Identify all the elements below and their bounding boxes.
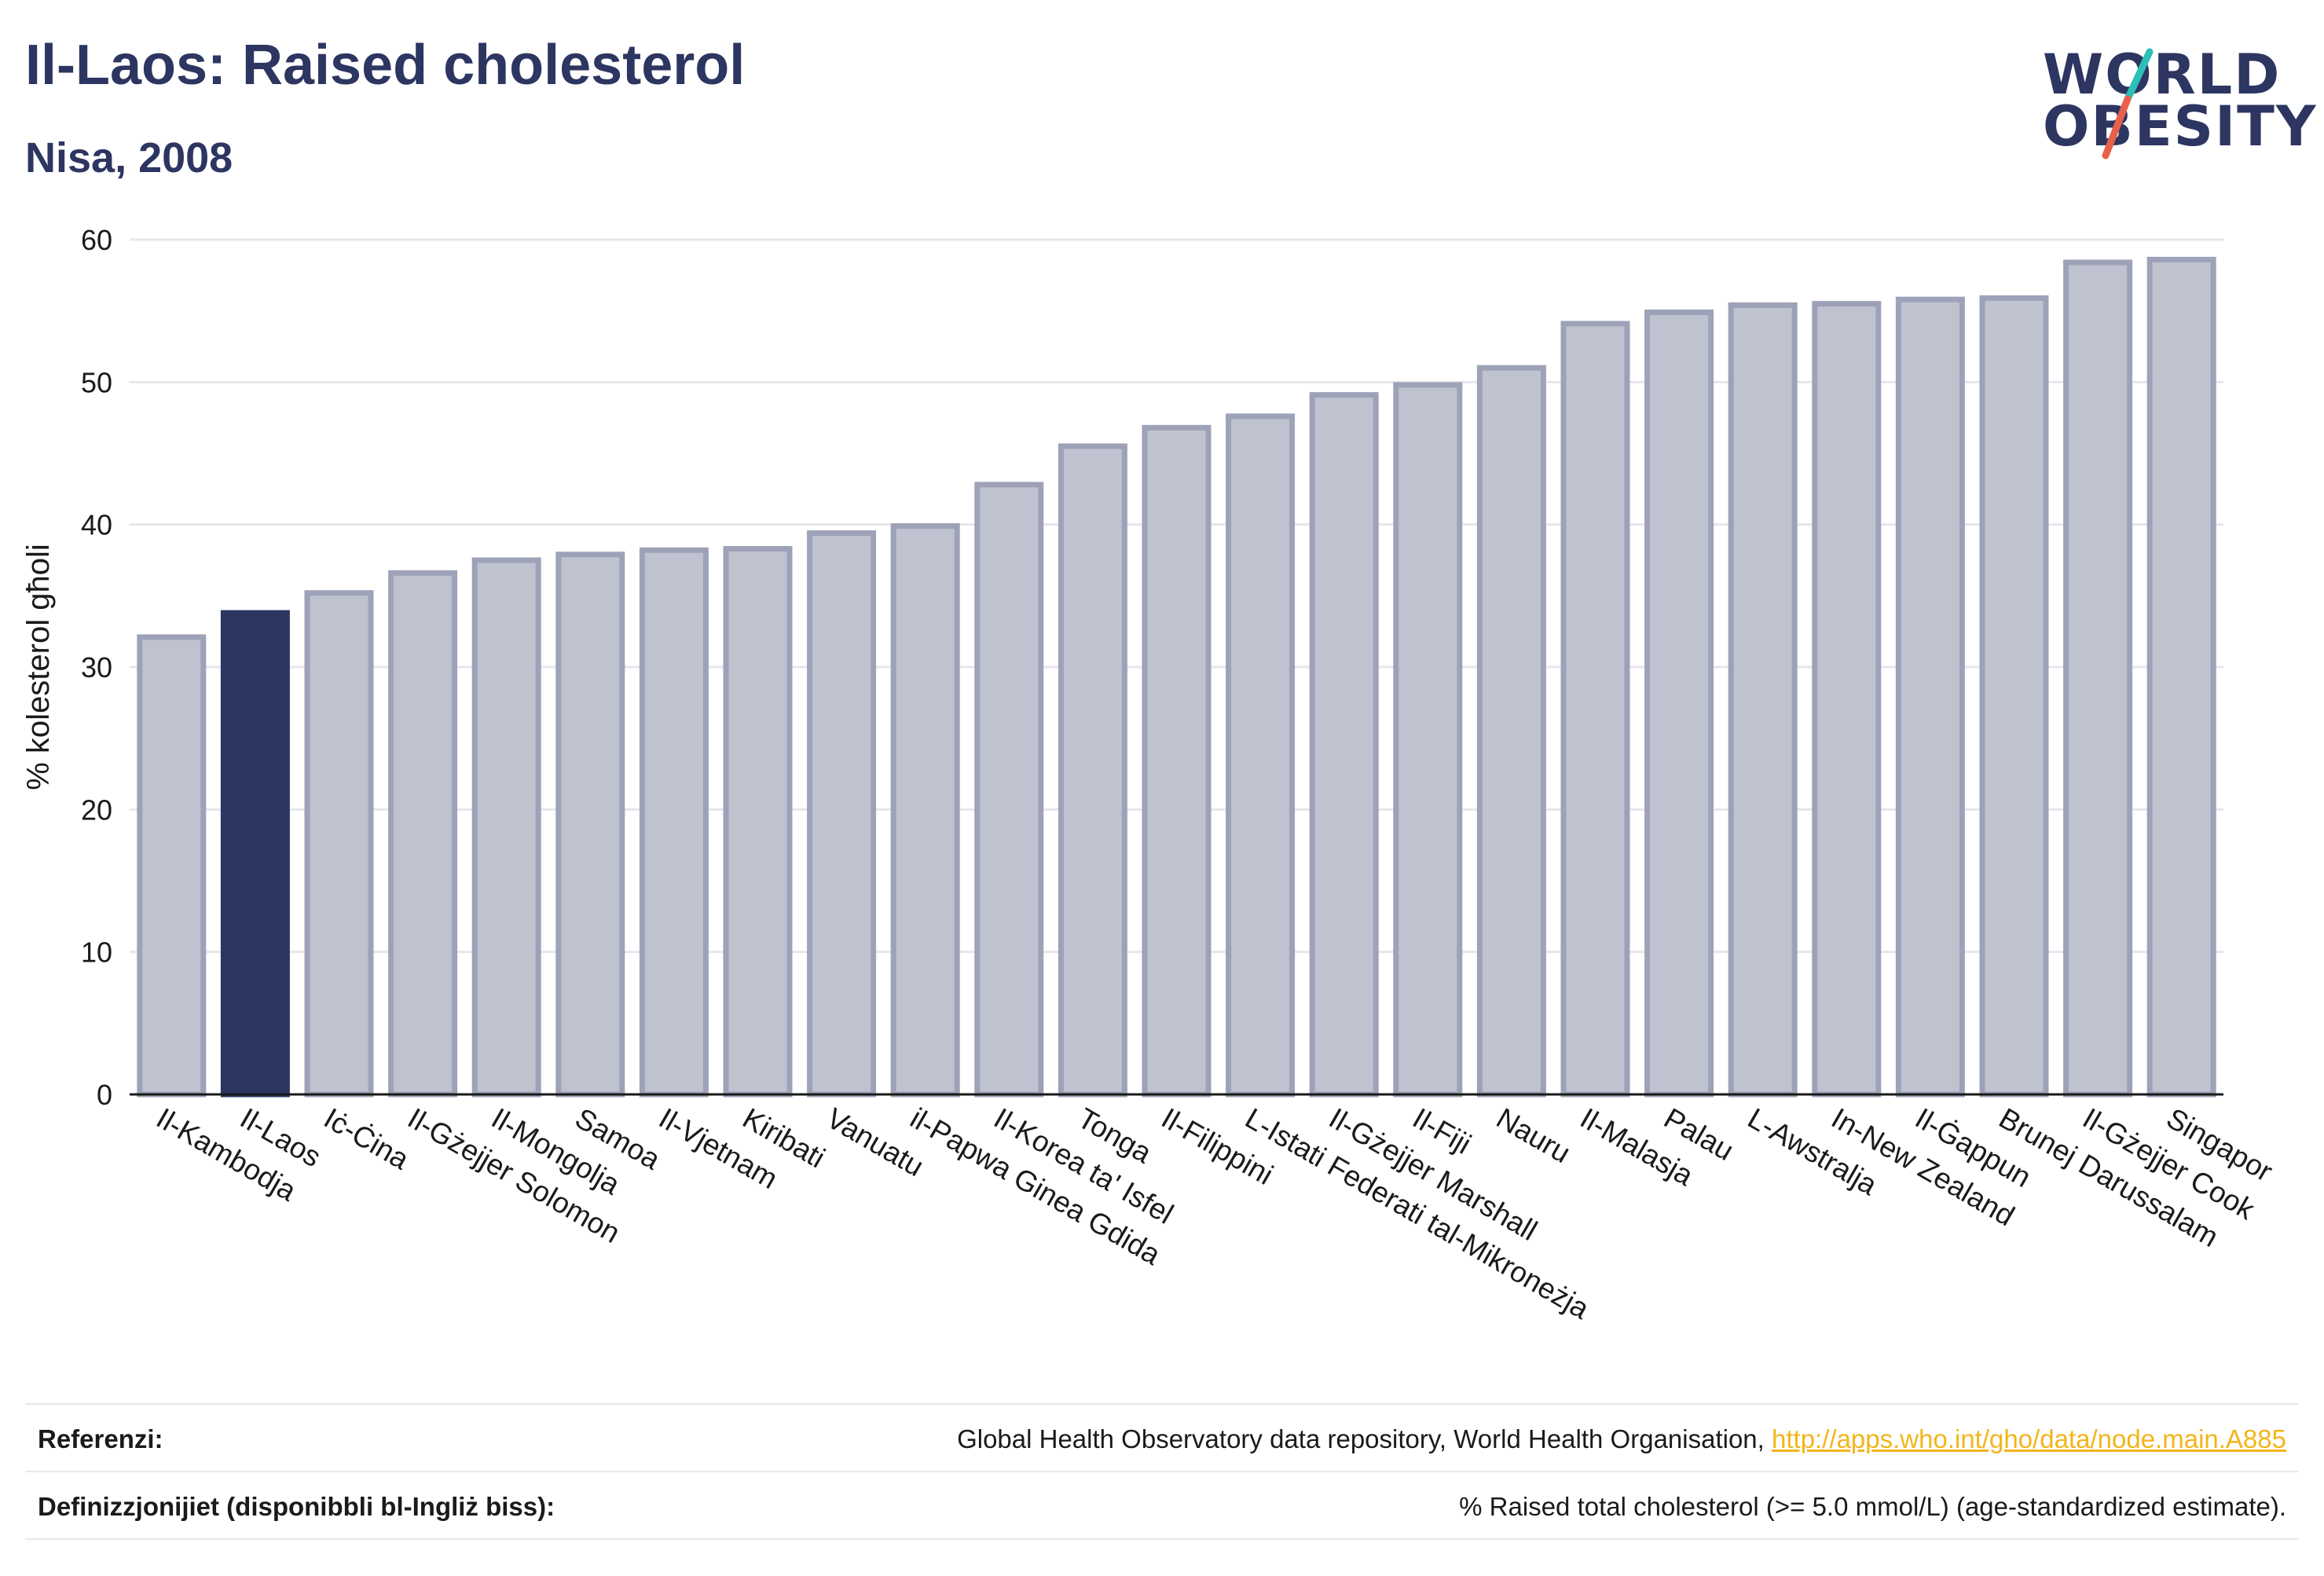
bar [1728,302,1798,1098]
y-tick-label: 40 [81,509,112,541]
bar [723,545,793,1098]
x-tick-label: Vanuatu [821,1101,929,1182]
bar [1226,413,1296,1098]
y-tick-label: 10 [81,936,112,969]
references-label: Referenzi: [38,1424,163,1453]
bar [2063,259,2133,1098]
x-tick-label: Nauru [1491,1101,1576,1169]
bar [2146,256,2216,1098]
chart-subtitle: Nisa, 2008 [25,134,233,181]
bar [1560,321,1630,1098]
y-tick-label: 30 [81,651,112,684]
bar [639,547,709,1098]
bar [890,522,960,1098]
bar [1812,301,1882,1098]
y-axis-label: % kolesterol għoli [21,544,56,790]
footer-rule-bottom [25,1538,2299,1540]
bar [807,530,877,1098]
bar [1142,424,1211,1098]
logo-slash-icon [2102,48,2154,159]
bars [137,256,2216,1098]
bar-chart: 0 10 20 30 40 50 60 % kolesterol għoli Il-Kamb… [21,224,2278,1325]
bar [1058,443,1127,1098]
y-tick-label: 0 [97,1079,112,1111]
bar [1979,295,2049,1098]
logo-line-obesity: OBESITY [2043,94,2318,159]
y-axis-ticks: 0 10 20 30 40 50 60 [81,224,112,1111]
bar [471,557,541,1098]
logo-line-world: WORLD [2043,42,2282,107]
definitions-label: Definizzjonijiet (disponibbli bl-Ingliż … [38,1492,555,1521]
bar [1393,382,1463,1098]
bar [1895,296,1965,1098]
definitions-value: % Raised total cholesterol (>= 5.0 mmol/… [1459,1492,2286,1521]
x-tick-label: Iċ-Ċina [319,1101,415,1175]
references-value: Global Health Observatory data repositor… [957,1424,2299,1454]
bar [304,590,374,1098]
footer-rule-top [25,1403,2299,1405]
references-link[interactable]: http://apps.who.int/gho/data/node.main.A… [1772,1424,2286,1453]
y-tick-label: 50 [81,366,112,398]
bar [137,634,207,1098]
world-obesity-logo: WORLD OBESITY [2043,24,2316,173]
footer-definitions-row: Definizzjonijiet (disponibbli bl-Ingliż … [25,1474,2299,1540]
bar [974,482,1044,1098]
bar [555,552,625,1098]
bar [388,570,458,1098]
bar [1309,392,1379,1098]
bar [220,610,290,1098]
references-text: Global Health Observatory data repositor… [957,1424,1772,1453]
footer-rule-middle [25,1471,2299,1472]
footer-references-row: Referenzi: Global Health Observatory dat… [25,1406,2299,1472]
y-tick-label: 60 [81,224,112,256]
bar [1644,309,1714,1098]
y-tick-label: 20 [81,793,112,826]
bar [1476,365,1546,1098]
chart-title: Il-Laos: Raised cholesterol [25,34,746,97]
